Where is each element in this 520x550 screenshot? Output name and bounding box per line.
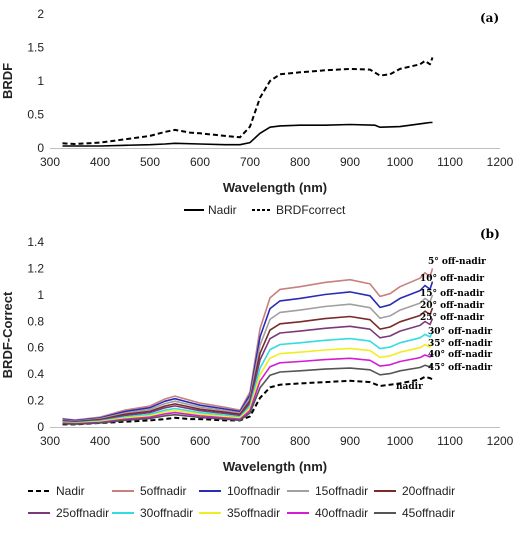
panel-a-xtick-label: 900 — [340, 155, 360, 169]
annotation-label: 15° off-nadir — [420, 289, 484, 299]
panel-b-xtick-label: 300 — [40, 434, 60, 448]
annotation-label: 10° off-nadir — [420, 274, 484, 284]
panel-b-legend-entry: 25offnadir — [56, 506, 109, 520]
panel-a-xtick-label: 300 — [40, 155, 60, 169]
panel-b-ytick-label: 1 — [37, 288, 44, 302]
panel-b-ytick-label: 0.6 — [27, 341, 44, 355]
panel-b-ytick-label: 0.4 — [27, 367, 44, 381]
panel-b-xtick-label: 800 — [290, 434, 310, 448]
panel-a-ytick-label: 2 — [37, 7, 44, 21]
annotation-label: nadir — [396, 382, 423, 392]
panel-a-label: (a) — [480, 11, 499, 25]
panel-a-xtick-label: 1000 — [387, 155, 414, 169]
panel-b-series-25offnadir — [62, 318, 434, 423]
panel-b-series-35offnadir — [62, 342, 434, 425]
annotation-label: 25° off-nadir — [420, 313, 484, 323]
panel-b-xtick-label: 600 — [190, 434, 210, 448]
panel-b-series-30offnadir — [62, 331, 434, 424]
panel-a-series-brdfcorrect — [62, 57, 434, 145]
panel-b-xtick-label: 500 — [140, 434, 160, 448]
panel-b-xtick-label: 1200 — [487, 434, 514, 448]
panel-a-xtick-label: 700 — [240, 155, 260, 169]
panel-b-xtick-label: 900 — [340, 434, 360, 448]
panel-b-legend-entry: 35offnadir — [227, 506, 280, 520]
panel-b-legend-entry: 5offnadir — [140, 484, 186, 498]
panel-b-legend-entry: 30offnadir — [140, 506, 193, 520]
panel-b-ytick-label: 1.2 — [27, 261, 44, 275]
panel-b-legend-entry: 40offnadir — [315, 506, 368, 520]
panel-a-ytick-label: 0 — [37, 141, 44, 155]
panel-b-label: (b) — [480, 227, 500, 241]
panel-b-ytick-label: 1.4 — [27, 235, 44, 249]
panel-a-series-nadir — [62, 121, 433, 147]
panel-b-y-axis-label: BRDF-Correct — [0, 291, 15, 378]
panel-b-ytick-label: 0.8 — [27, 314, 44, 328]
panel-a-ytick-label: 0.5 — [27, 108, 44, 122]
panel-a-xtick-label: 500 — [140, 155, 160, 169]
panel-a-y-axis-label: BRDF — [0, 63, 15, 99]
panel-b-series-10offnadir — [62, 281, 434, 422]
panel-b-xtick-label: 1000 — [387, 434, 414, 448]
panel-a-x-axis-label: Wavelength (nm) — [223, 180, 327, 195]
panel-b-series-45offnadir — [62, 363, 434, 425]
panel-b-xtick-label: 700 — [240, 434, 260, 448]
annotation-label: 35° off-nadir — [428, 339, 492, 349]
panel-a-legend-entry: Nadir — [208, 203, 237, 217]
panel-b-series-5offnadir — [62, 268, 434, 421]
panel-b-legend-entry: 20offnadir — [402, 484, 455, 498]
annotation-label: 20° off-nadir — [420, 301, 484, 311]
panel-a-xtick-label: 400 — [90, 155, 110, 169]
panel-a-legend-entry: BRDFcorrect — [276, 203, 346, 217]
panel-a-xtick-label: 800 — [290, 155, 310, 169]
panel-b-ytick-label: 0.2 — [27, 394, 44, 408]
annotation-label: 45° off-nadir — [428, 363, 492, 373]
panel-b-legend-entry: 15offnadir — [315, 484, 368, 498]
panel-a-xtick-label: 1200 — [487, 155, 514, 169]
panel-a-ytick-label: 1.5 — [27, 41, 44, 55]
panel-b-x-axis-label: Wavelength (nm) — [223, 459, 327, 474]
panel-b-series-40offnadir — [62, 352, 434, 425]
panel-b-xtick-label: 400 — [90, 434, 110, 448]
panel-b-xtick-label: 1100 — [437, 434, 463, 448]
panel-b-series-nadir — [62, 375, 433, 426]
panel-b-series-15offnadir — [62, 294, 434, 422]
panel-b-series-20offnadir — [62, 307, 434, 423]
panel-a-xtick-label: 1100 — [437, 155, 463, 169]
annotation-label: 5° off-nadir — [428, 257, 486, 267]
panel-b-legend-entry: Nadir — [56, 484, 85, 498]
panel-a-xtick-label: 600 — [190, 155, 210, 169]
annotation-label: 30° off-nadir — [428, 327, 492, 337]
panel-a-ytick-label: 1 — [37, 74, 44, 88]
panel-b-ytick-label: 0 — [37, 420, 44, 434]
annotation-label: 40° off-nadir — [428, 350, 492, 360]
panel-b-legend-entry: 45offnadir — [402, 506, 455, 520]
panel-b-legend-entry: 10offnadir — [227, 484, 280, 498]
